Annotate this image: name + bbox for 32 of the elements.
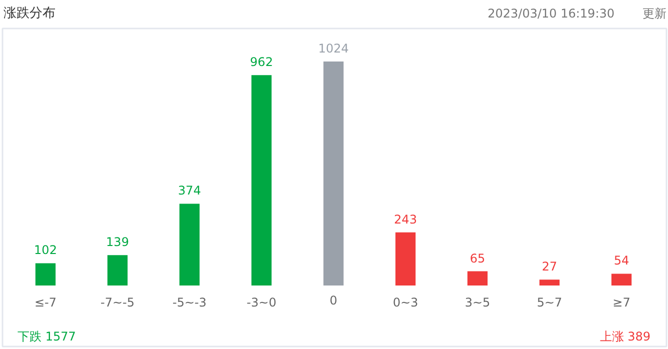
x-tick-label: 3~5 [464, 296, 490, 310]
x-tick-label: ≤-7 [34, 296, 57, 310]
text: 更新 [642, 6, 666, 20]
x-tick-label: 0 [330, 294, 338, 308]
bar [395, 232, 416, 286]
data-label: 27 [542, 260, 558, 274]
data-label: 962 [250, 55, 273, 70]
x-tick-label: 0~3 [392, 296, 418, 310]
bar [251, 75, 272, 286]
x-tick-label: 5~7 [536, 296, 562, 310]
x-tick-label: ≥7 [612, 296, 630, 310]
bar [323, 62, 344, 286]
bar [467, 271, 488, 286]
data-label: 65 [470, 251, 486, 266]
data-label: 1024 [318, 42, 349, 56]
data-label: 374 [178, 184, 201, 198]
x-tick-label: -7~-5 [100, 296, 134, 310]
text: 上涨 389 [600, 330, 650, 344]
bar [611, 274, 632, 286]
bar [107, 255, 128, 286]
bar [179, 204, 200, 286]
data-label: 139 [106, 235, 129, 250]
bar [539, 280, 560, 286]
data-label: 54 [614, 254, 630, 268]
x-tick-label: -5~-3 [172, 296, 206, 310]
data-label: 102 [34, 243, 57, 258]
bar [35, 263, 56, 286]
chart-title: 涨跌分布 [4, 6, 56, 21]
data-label: 243 [394, 212, 417, 226]
chart-subtitle: 2023/03/10 16:19:30 [488, 6, 614, 20]
text: 下跌 1577 [18, 330, 76, 344]
x-tick-label: -3~0 [246, 296, 276, 310]
